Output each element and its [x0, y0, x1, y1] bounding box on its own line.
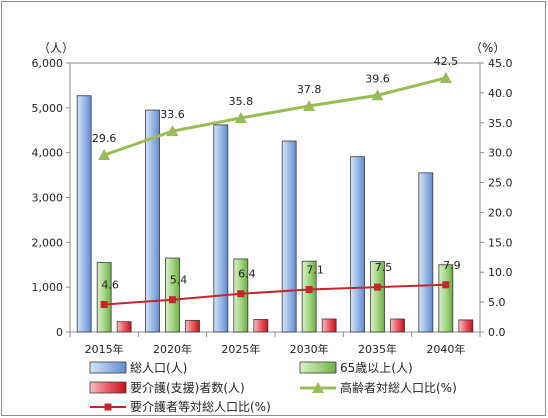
care-required-bar	[116, 321, 132, 333]
aged-65-plus-bar	[96, 262, 112, 333]
total-population-bar	[350, 156, 365, 333]
elderly-ratio-point	[98, 149, 111, 161]
elderly-ratio-point	[371, 89, 384, 101]
aged-65-plus-bar	[301, 260, 317, 333]
care-required-bar	[321, 318, 337, 333]
elderly-ratio-point	[234, 111, 247, 123]
legend-marker-care-ratio	[104, 403, 112, 411]
right-axis-tick-label: 40.0	[488, 87, 513, 100]
care-ratio-data-label: 6.4	[238, 268, 256, 281]
care-ratio-point	[237, 290, 245, 298]
total-population-bar	[418, 172, 434, 333]
legend-marker-elderly-ratio	[312, 382, 324, 393]
aged-65-plus-bar	[370, 261, 385, 333]
legend-swatch-care-required	[89, 381, 127, 394]
x-axis-tick-label: 2035年	[358, 342, 397, 356]
x-axis-tick-label: 2025年	[221, 342, 260, 356]
right-axis-tick-label: 30.0	[488, 147, 513, 160]
left-axis-tick-label: 2,000	[32, 236, 64, 249]
aged-65-plus-bar	[165, 257, 180, 333]
care-required-bar	[185, 319, 200, 333]
care-ratio-line	[104, 283, 446, 306]
elderly-ratio-data-label: 37.8	[297, 83, 322, 96]
left-axis-tick-label: 6,000	[32, 57, 64, 70]
total-population-bar	[281, 140, 297, 333]
care-ratio-point	[169, 296, 176, 304]
care-ratio-data-label: 4.6	[101, 279, 119, 292]
elderly-ratio-point	[303, 100, 316, 112]
right-axis-unit: （%）	[470, 41, 505, 55]
right-axis-tick-label: 25.0	[488, 177, 513, 190]
x-axis-tick-label: 2020年	[153, 342, 192, 356]
right-axis-tick-label: 35.0	[488, 117, 513, 130]
elderly-ratio-data-label: 39.6	[365, 72, 390, 85]
total-population-bar	[213, 124, 229, 333]
legend-label-total-population: 総人口(人)	[130, 361, 187, 375]
legend-label-aged-65-plus: 65歳以上(人)	[340, 361, 413, 375]
elderly-ratio-point	[439, 71, 452, 83]
right-axis-tick-label: 10.0	[488, 266, 513, 279]
right-axis-tick-label: 0.0	[488, 326, 506, 339]
care-required-bar	[253, 319, 269, 333]
plot-area: 0 1,000 2,000 3,000 4,000 5,000 6,000 0.0 5.0 10.…	[32, 55, 513, 356]
care-required-bar	[458, 319, 474, 333]
care-ratio-point	[305, 286, 313, 294]
aged-65-plus-bar	[438, 264, 454, 333]
elderly-ratio-line	[103, 76, 447, 157]
left-axis-tick-label: 5,000	[32, 102, 64, 115]
care-required-bar	[390, 318, 405, 333]
elderly-ratio-point	[166, 125, 179, 137]
x-axis-tick-label: 2030年	[290, 342, 329, 356]
legend-swatch-total-population	[89, 361, 127, 374]
left-axis-tick-label: 0	[56, 326, 63, 339]
x-axis-tick-label: 2040年	[426, 342, 465, 356]
total-population-bar	[145, 109, 160, 333]
legend-label-care-required: 要介護(支援)者数(人)	[130, 380, 245, 395]
left-axis-tick-label: 1,000	[32, 281, 64, 294]
legend-label-elderly-ratio: 高齢者対総人口比(%)	[340, 380, 457, 395]
care-ratio-data-label: 5.4	[170, 274, 188, 287]
total-population-bar	[76, 95, 92, 333]
elderly-ratio-data-label: 42.5	[434, 55, 459, 68]
elderly-ratio-data-label: 35.8	[229, 95, 254, 108]
legend-swatch-aged-65-plus	[299, 361, 337, 374]
right-axis-tick-label: 15.0	[488, 236, 513, 249]
left-axis-unit: （人）	[38, 41, 74, 55]
care-ratio-data-label: 7.5	[375, 261, 393, 274]
legend-label-care-ratio: 要介護者等対総人口比(%)	[130, 399, 271, 414]
right-axis-tick-label: 45.0	[488, 57, 513, 70]
care-ratio-data-label: 7.9	[443, 259, 461, 272]
elderly-ratio-data-label: 33.6	[160, 108, 185, 121]
care-ratio-point	[100, 301, 108, 309]
left-axis-tick-label: 3,000	[32, 192, 64, 205]
care-ratio-point	[374, 283, 381, 291]
right-axis-tick-label: 5.0	[488, 296, 506, 309]
left-axis-tick-label: 4,000	[32, 147, 64, 160]
care-ratio-point	[442, 281, 450, 289]
right-axis-tick-label: 20.0	[488, 206, 513, 219]
care-ratio-data-label: 7.1	[306, 264, 324, 277]
elderly-ratio-data-label: 29.6	[92, 132, 117, 145]
x-axis-tick-label: 2015年	[85, 342, 124, 356]
legend: 総人口(人) 65歳以上(人) 要介護(支援)者数(人) 高齢者対総人口比(%) 要介護…	[89, 361, 457, 414]
